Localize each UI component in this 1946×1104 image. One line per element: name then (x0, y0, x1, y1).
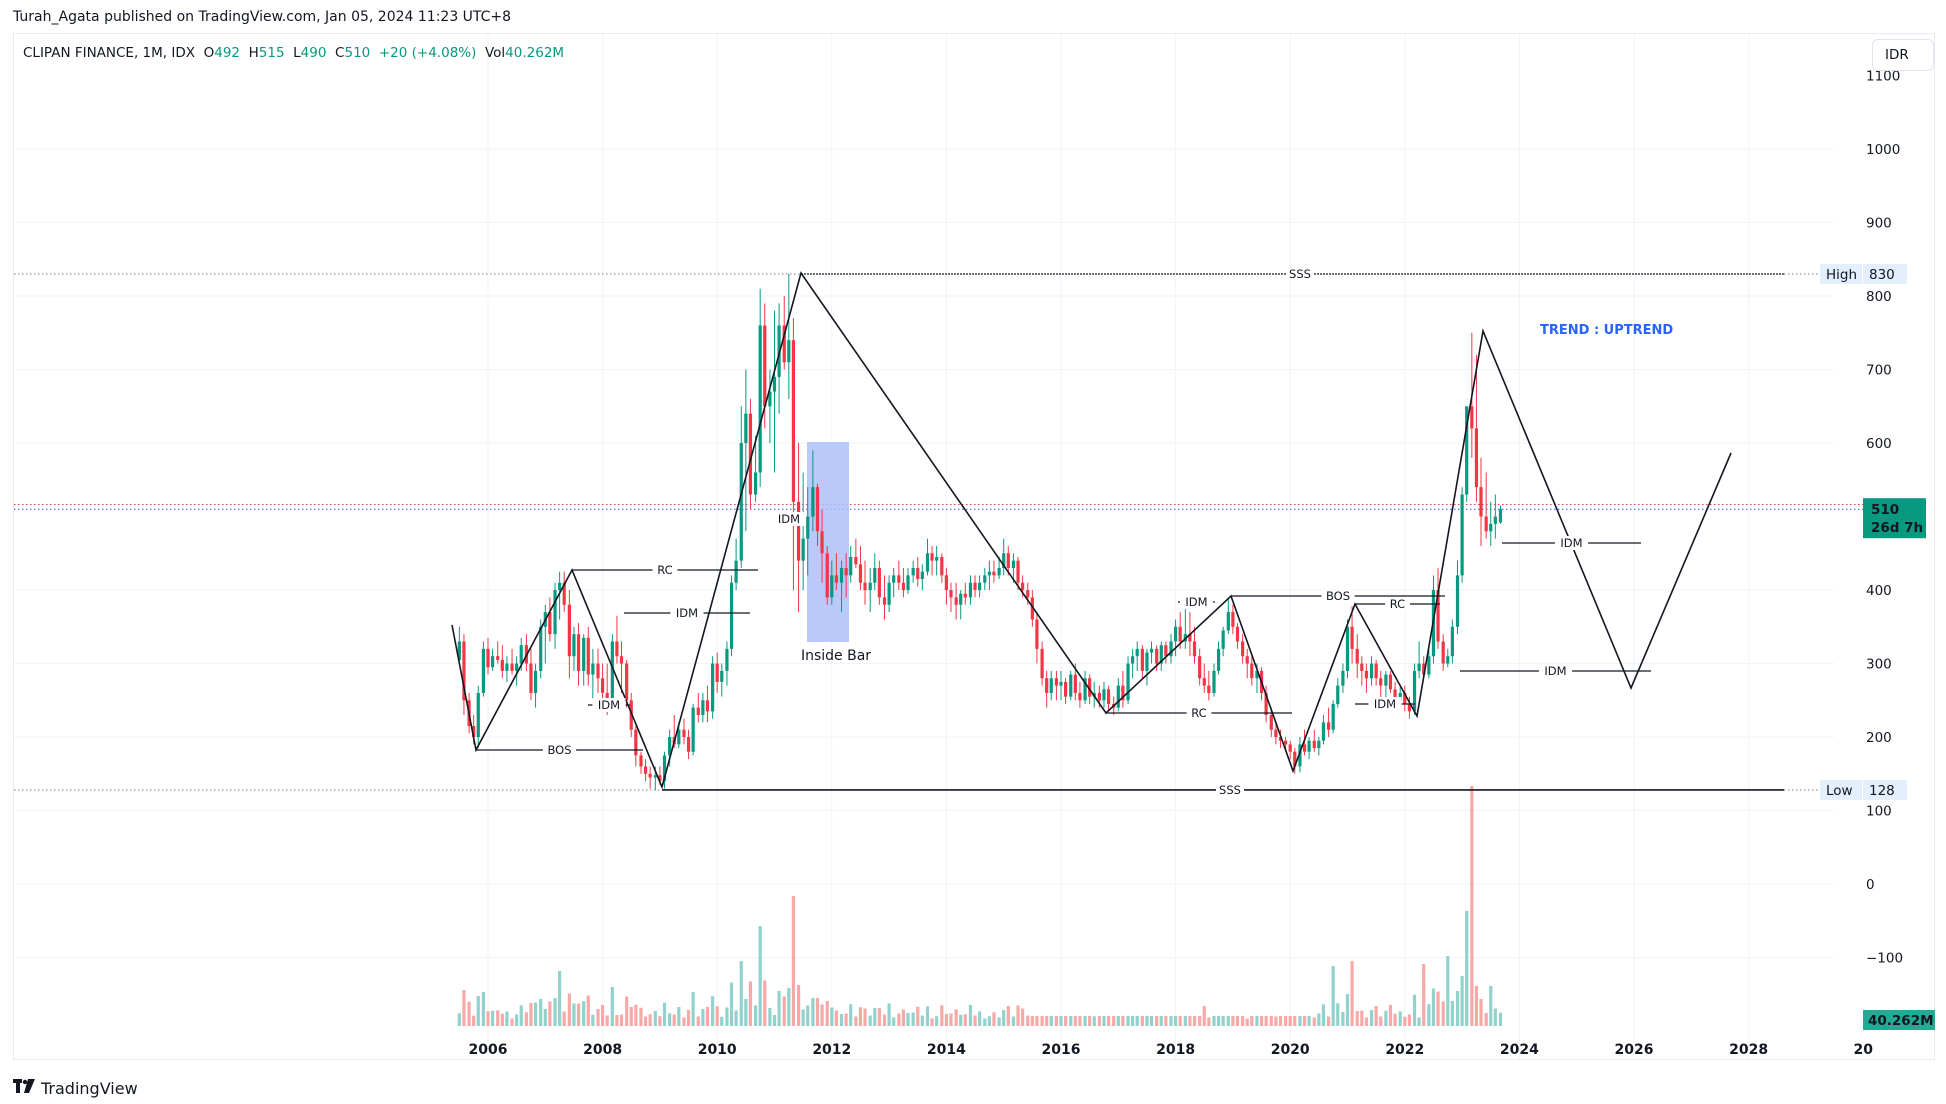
close-value: 510 (344, 45, 371, 61)
year-label: 2016 (1042, 1042, 1081, 1058)
grid-lines (14, 34, 1934, 1059)
change-value: +20 (+4.08%) (378, 45, 477, 61)
year-label: 2010 (698, 1042, 737, 1058)
price-tick: 700 (1866, 363, 1892, 379)
structure-label: BOS (1326, 589, 1350, 603)
price-lines (14, 273, 1866, 791)
year-label: 2014 (927, 1042, 966, 1058)
svg-text:830: 830 (1869, 267, 1895, 283)
price-tick: 800 (1866, 289, 1892, 305)
structure-label: IDM (598, 698, 620, 712)
structure-label: RC (657, 563, 672, 577)
volume-value: 40.262M (505, 45, 565, 61)
price-tick: −100 (1866, 951, 1903, 967)
high-badge-value (1863, 264, 1907, 284)
svg-text:High: High (1826, 267, 1857, 283)
symbol-name[interactable]: CLIPAN FINANCE, 1M, IDX (23, 45, 195, 61)
structure-label: BOS (547, 743, 571, 757)
drawings[interactable]: RC IDM BOS IDM RC IDM IDM BOS RC IDM IDM IDM SSS SSS I… (451, 267, 1784, 797)
volume-bars (457, 786, 1503, 1026)
low-badge-value (1863, 779, 1907, 800)
tradingview-logo-icon (13, 1078, 35, 1098)
structure-label: RC (1390, 597, 1405, 611)
year-label: 2018 (1156, 1042, 1195, 1058)
structure-label: IDM (778, 512, 800, 526)
inside-bar-label: Inside Bar (801, 648, 871, 664)
year-label: 2020 (1271, 1042, 1310, 1058)
year-label: 2024 (1500, 1042, 1539, 1058)
footer: TradingView (13, 1078, 138, 1098)
price-tick: 0 (1866, 877, 1875, 893)
price-tick-partial: 1100 (1866, 69, 1900, 85)
price-tick: 100 (1866, 804, 1892, 820)
year-label: 2006 (469, 1042, 508, 1058)
year-label: 2028 (1729, 1042, 1768, 1058)
price-tick: 400 (1866, 583, 1892, 599)
symbol-legend: CLIPAN FINANCE, 1M, IDX O492 H515 L490 C… (23, 45, 564, 61)
time-axis[interactable]: 2006 2008 2010 2012 2014 2016 2018 2020 2022 2024… (469, 1042, 1874, 1058)
open-value: 492 (214, 45, 241, 61)
year-label: 2026 (1615, 1042, 1654, 1058)
sss-low-label: SSS (1219, 783, 1241, 797)
last-price-badge (1863, 498, 1926, 539)
chart-frame (13, 33, 1935, 1060)
low-value: 490 (300, 45, 327, 61)
structure-label: IDM (1185, 595, 1207, 609)
svg-text:Low: Low (1826, 783, 1853, 799)
sss-high-label: SSS (1289, 267, 1311, 281)
price-tick: 200 (1866, 730, 1892, 746)
structure-label: IDM (1374, 697, 1396, 711)
high-label: H (248, 45, 259, 61)
low-badge-label (1820, 779, 1862, 800)
zigzag-structure-line[interactable] (451, 271, 1732, 790)
brand-name[interactable]: TradingView (41, 1078, 138, 1098)
structure-label: IDM (1544, 664, 1566, 678)
structure-label: RC (1191, 706, 1206, 720)
high-value: 515 (258, 45, 285, 61)
open-label: O (203, 45, 215, 61)
publisher-line: Turah_Agata published on TradingView.com… (13, 9, 512, 25)
price-tick: 600 (1866, 436, 1892, 452)
price-tick: 900 (1866, 216, 1892, 232)
low-label: L (293, 45, 301, 61)
volume-label: Vol (484, 45, 506, 61)
year-label: 2022 (1385, 1042, 1424, 1058)
svg-text:128: 128 (1869, 783, 1895, 799)
year-label: 2008 (583, 1042, 622, 1058)
structure-label: IDM (676, 606, 698, 620)
currency-button[interactable]: IDR (1872, 39, 1934, 71)
price-tick: 1000 (1866, 142, 1900, 158)
high-badge-label (1820, 264, 1862, 284)
price-axis[interactable]: 10009008007006004003002001000−1001100Hig… (1820, 69, 1935, 1030)
svg-text:40.262M: 40.262M (1868, 1013, 1934, 1029)
structure-label: IDM (1560, 536, 1582, 550)
close-label: C (335, 45, 345, 61)
svg-text:26d 7h: 26d 7h (1871, 520, 1923, 536)
volume-badge (1863, 1010, 1935, 1030)
price-tick: 300 (1866, 657, 1892, 673)
year-label: 2012 (812, 1042, 851, 1058)
svg-text:510: 510 (1871, 502, 1899, 518)
year-label: 20 (1853, 1042, 1873, 1058)
trend-label: TREND : UPTREND (1540, 323, 1673, 338)
